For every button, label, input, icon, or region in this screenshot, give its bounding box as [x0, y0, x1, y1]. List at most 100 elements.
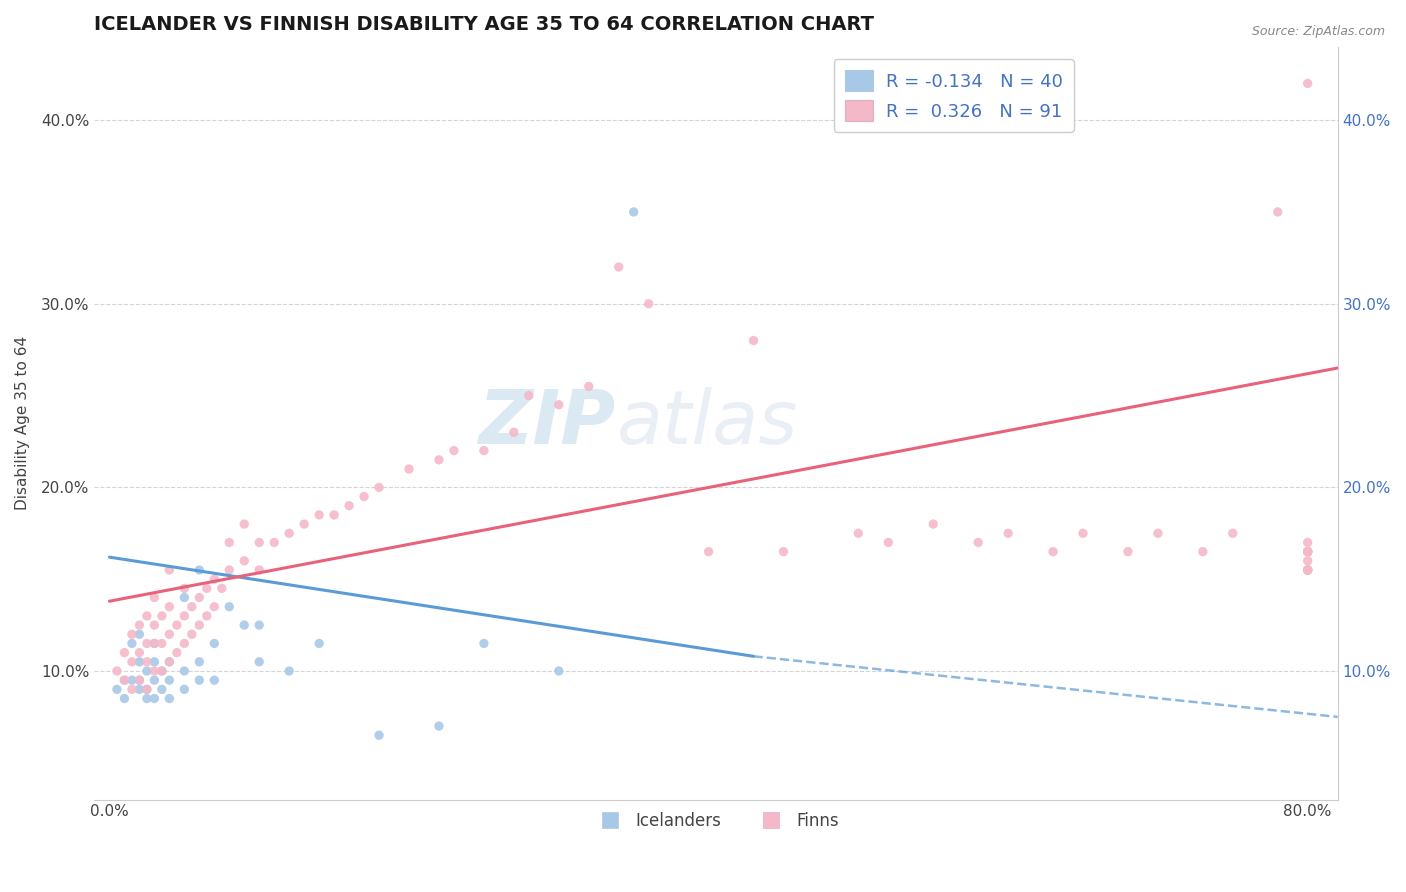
- Point: [105, 682, 128, 697]
- Point: [247, 535, 270, 549]
- Point: [157, 563, 180, 577]
- Point: [180, 599, 202, 614]
- Point: [1296, 563, 1319, 577]
- Point: [188, 563, 211, 577]
- Point: [157, 655, 180, 669]
- Point: [157, 627, 180, 641]
- Point: [247, 655, 270, 669]
- Point: [143, 655, 166, 669]
- Point: [1296, 544, 1319, 558]
- Point: [121, 655, 143, 669]
- Point: [150, 636, 173, 650]
- Point: [607, 260, 630, 274]
- Point: [135, 682, 157, 697]
- Point: [368, 728, 391, 742]
- Point: [180, 627, 202, 641]
- Point: [121, 673, 143, 688]
- Point: [202, 572, 225, 586]
- Point: [173, 582, 195, 596]
- Point: [1296, 563, 1319, 577]
- Point: [1192, 544, 1215, 558]
- Point: [173, 682, 195, 697]
- Point: [128, 673, 150, 688]
- Point: [112, 646, 135, 660]
- Point: [247, 563, 270, 577]
- Point: [427, 719, 450, 733]
- Point: [1071, 526, 1094, 541]
- Point: [997, 526, 1019, 541]
- Point: [1296, 563, 1319, 577]
- Point: [578, 379, 600, 393]
- Point: [517, 388, 540, 402]
- Point: [128, 627, 150, 641]
- Point: [697, 544, 720, 558]
- Point: [233, 554, 256, 568]
- Point: [188, 618, 211, 632]
- Point: [263, 535, 285, 549]
- Point: [150, 608, 173, 623]
- Point: [195, 582, 218, 596]
- Point: [150, 682, 173, 697]
- Point: [135, 664, 157, 678]
- Point: [112, 691, 135, 706]
- Point: [128, 618, 150, 632]
- Point: [547, 664, 569, 678]
- Point: [121, 636, 143, 650]
- Point: [157, 655, 180, 669]
- Point: [443, 443, 465, 458]
- Point: [742, 334, 765, 348]
- Point: [1296, 563, 1319, 577]
- Point: [218, 599, 240, 614]
- Point: [143, 673, 166, 688]
- Point: [308, 636, 330, 650]
- Point: [166, 646, 188, 660]
- Point: [188, 655, 211, 669]
- Point: [427, 452, 450, 467]
- Point: [472, 636, 495, 650]
- Point: [105, 664, 128, 678]
- Point: [173, 664, 195, 678]
- Point: [135, 682, 157, 697]
- Point: [1222, 526, 1244, 541]
- Point: [1296, 544, 1319, 558]
- Y-axis label: Disability Age 35 to 64: Disability Age 35 to 64: [15, 336, 30, 510]
- Point: [1296, 544, 1319, 558]
- Point: [143, 618, 166, 632]
- Point: [1296, 535, 1319, 549]
- Point: [1296, 544, 1319, 558]
- Point: [143, 691, 166, 706]
- Text: ZIP: ZIP: [479, 386, 617, 459]
- Point: [278, 526, 301, 541]
- Point: [112, 673, 135, 688]
- Point: [128, 655, 150, 669]
- Point: [308, 508, 330, 522]
- Point: [547, 398, 569, 412]
- Point: [1116, 544, 1139, 558]
- Point: [292, 517, 315, 532]
- Point: [247, 618, 270, 632]
- Point: [143, 636, 166, 650]
- Point: [218, 563, 240, 577]
- Point: [202, 636, 225, 650]
- Point: [157, 673, 180, 688]
- Point: [166, 618, 188, 632]
- Point: [1296, 563, 1319, 577]
- Point: [218, 535, 240, 549]
- Point: [173, 608, 195, 623]
- Point: [967, 535, 990, 549]
- Point: [846, 526, 869, 541]
- Point: [278, 664, 301, 678]
- Point: [623, 205, 645, 219]
- Point: [502, 425, 524, 440]
- Point: [1042, 544, 1064, 558]
- Point: [1147, 526, 1170, 541]
- Point: [202, 599, 225, 614]
- Point: [233, 618, 256, 632]
- Point: [121, 627, 143, 641]
- Point: [1296, 554, 1319, 568]
- Point: [128, 682, 150, 697]
- Legend: Icelanders, Finns: Icelanders, Finns: [586, 805, 845, 837]
- Point: [143, 636, 166, 650]
- Point: [188, 591, 211, 605]
- Point: [337, 499, 360, 513]
